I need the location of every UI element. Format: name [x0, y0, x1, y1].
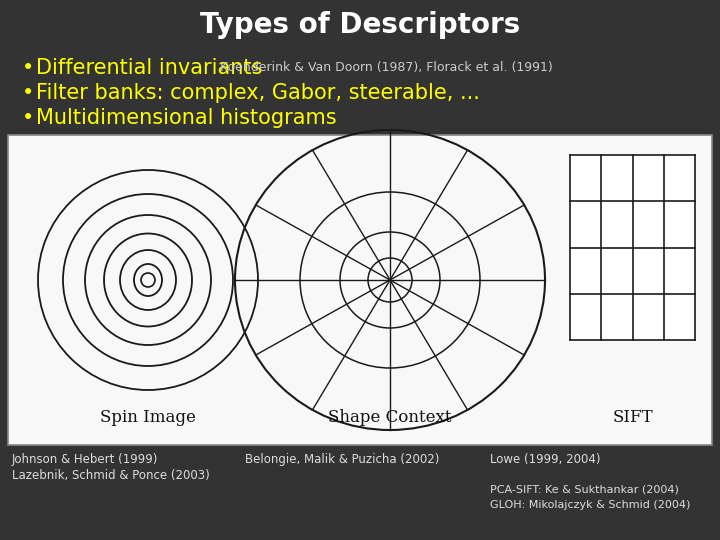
Text: Differential invariants: Differential invariants — [36, 58, 262, 78]
Text: GLOH: Mikolajczyk & Schmid (2004): GLOH: Mikolajczyk & Schmid (2004) — [490, 500, 690, 510]
Bar — [8, 135, 712, 445]
Text: Lowe (1999, 2004): Lowe (1999, 2004) — [490, 454, 600, 467]
Text: SIFT: SIFT — [612, 408, 653, 426]
Bar — [570, 155, 695, 340]
Text: Lazebnik, Schmid & Ponce (2003): Lazebnik, Schmid & Ponce (2003) — [12, 469, 210, 482]
Text: Filter banks: complex, Gabor, steerable, ...: Filter banks: complex, Gabor, steerable,… — [36, 83, 480, 103]
Text: Johnson & Hebert (1999): Johnson & Hebert (1999) — [12, 454, 158, 467]
Text: PCA-SIFT: Ke & Sukthankar (2004): PCA-SIFT: Ke & Sukthankar (2004) — [490, 485, 679, 495]
Text: •: • — [22, 58, 35, 78]
Text: •: • — [22, 83, 35, 103]
Text: Types of Descriptors: Types of Descriptors — [200, 11, 520, 39]
Text: Shape Context: Shape Context — [328, 408, 451, 426]
Text: Spin Image: Spin Image — [100, 408, 196, 426]
Text: Belongie, Malik & Puzicha (2002): Belongie, Malik & Puzicha (2002) — [245, 454, 439, 467]
Text: Koenderink & Van Doorn (1987), Florack et al. (1991): Koenderink & Van Doorn (1987), Florack e… — [220, 62, 553, 75]
Text: Multidimensional histograms: Multidimensional histograms — [36, 108, 337, 128]
Text: •: • — [22, 108, 35, 128]
